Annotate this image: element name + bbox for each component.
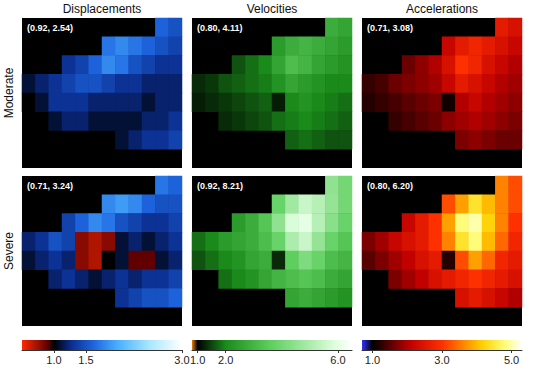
svg-text:2.0: 2.0 — [218, 354, 233, 366]
svg-text:1.0: 1.0 — [46, 354, 61, 366]
svg-text:Displacements: Displacements — [63, 2, 142, 16]
svg-text:1.0: 1.0 — [190, 354, 205, 366]
svg-text:Severe: Severe — [2, 232, 16, 270]
svg-text:Moderate: Moderate — [2, 67, 16, 118]
svg-text:(0.71, 3.08): (0.71, 3.08) — [367, 23, 413, 33]
svg-text:1.5: 1.5 — [78, 354, 93, 366]
svg-text:(0.80, 6.20): (0.80, 6.20) — [367, 181, 413, 191]
svg-text:Velocities: Velocities — [247, 2, 298, 16]
svg-text:(0.80, 4.11): (0.80, 4.11) — [197, 23, 243, 33]
svg-text:3.0: 3.0 — [174, 354, 189, 366]
svg-text:Accelerations: Accelerations — [406, 2, 478, 16]
svg-text:(0.92, 2.54): (0.92, 2.54) — [27, 23, 73, 33]
svg-text:6.0: 6.0 — [330, 354, 345, 366]
svg-text:(0.71, 3.24): (0.71, 3.24) — [27, 181, 73, 191]
svg-text:5.0: 5.0 — [504, 354, 519, 366]
svg-text:(0.92, 8.21): (0.92, 8.21) — [197, 181, 243, 191]
svg-text:1.0: 1.0 — [365, 354, 380, 366]
svg-text:3.0: 3.0 — [434, 354, 449, 366]
